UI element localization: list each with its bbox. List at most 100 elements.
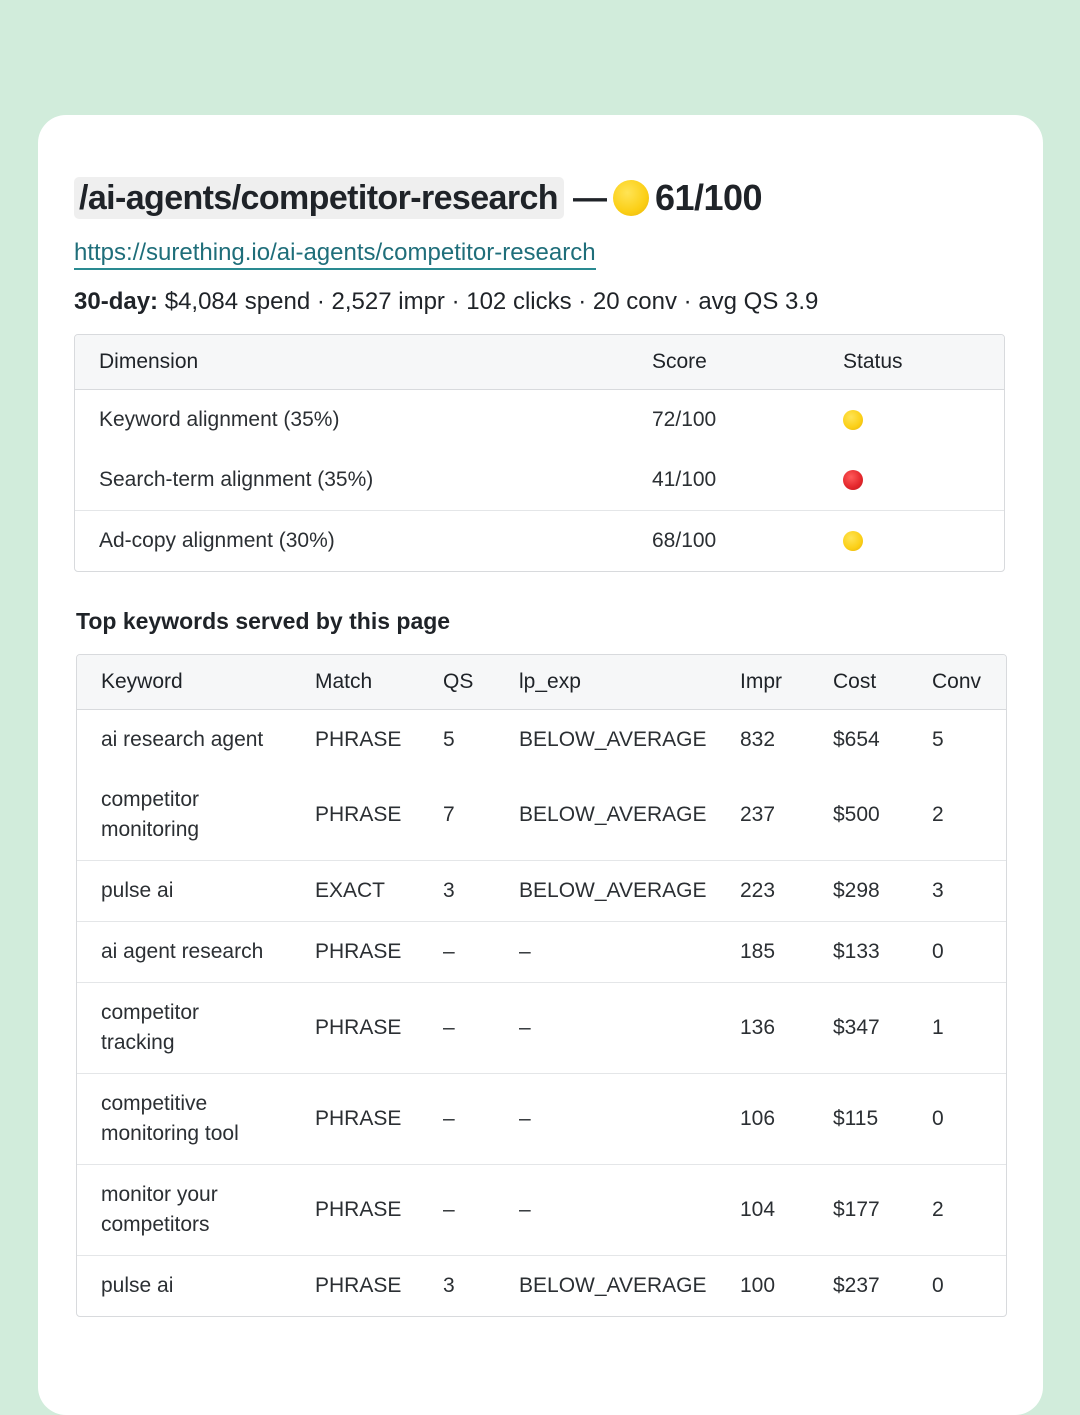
cost-cell: $500 — [833, 803, 880, 826]
impr-cell: 106 — [716, 1073, 809, 1165]
dimension-score: 72/100 — [628, 389, 819, 450]
column-header: Match — [291, 655, 419, 710]
dimension-table: Dimension Score Status Keyword alignment… — [74, 334, 1005, 572]
conv-cell: 3 — [908, 860, 1006, 922]
dimension-name: Keyword alignment (35%) — [75, 389, 628, 450]
qs-cell: 3 — [419, 860, 495, 922]
match-cell: PHRASE — [315, 803, 402, 826]
keyword-cell: pulse ai — [77, 860, 291, 922]
keyword-cell: monitor your competitors — [77, 1164, 291, 1256]
status-cell — [819, 510, 1004, 571]
yellow-circle-icon — [612, 180, 649, 216]
column-header: Cost — [809, 655, 908, 710]
table-row: ai agent research PHRASE – –185 $133 0 — [77, 921, 1006, 983]
column-header: Keyword — [77, 655, 291, 710]
impr-cell: 100 — [716, 1255, 809, 1316]
dimension-score: 68/100 — [628, 510, 819, 571]
column-header: Status — [819, 335, 1004, 390]
page-title: /ai-agents/competitor-research — 61/100 — [74, 176, 763, 220]
keywords-table: Keyword Match QS lp_exp Impr Cost Conv ai rese… — [76, 654, 1007, 1317]
cost-cell: $298 — [809, 860, 908, 922]
cost-cell: $654 — [809, 709, 908, 770]
table-row: pulse ai PHRASE 3 BELOW_AVERAGE 100 $237 0 — [77, 1255, 1006, 1316]
keyword-cell: competitor tracking — [77, 982, 291, 1074]
qs-cell: 7 — [443, 803, 455, 826]
match-cell: EXACT — [291, 860, 419, 922]
page-url-link[interactable]: https://surething.io/ai-agents/competito… — [74, 238, 596, 270]
lp-exp-cell: – — [495, 982, 716, 1074]
column-header: lp_exp — [495, 655, 716, 710]
conv-cell: 0 — [908, 1255, 1006, 1316]
keyword-cell: competitive monitoring tool — [77, 1073, 291, 1165]
table-header-row: Keyword Match QS lp_exp Impr Cost Conv — [77, 655, 1006, 710]
yellow-circle-icon — [843, 531, 863, 552]
cost-cell: $115 — [809, 1073, 908, 1165]
impr-cell: 237 — [740, 803, 776, 826]
lp-exp-cell: BELOW_AVERAGE — [519, 803, 707, 826]
cost-cell: $177 — [809, 1164, 908, 1256]
qs-cell: 5 — [419, 709, 495, 770]
conv-cell: 2 — [932, 803, 944, 826]
impr-cell: 223 — [716, 860, 809, 922]
table-row: Ad-copy alignment (30%) 68/100 — [75, 510, 1004, 571]
table-row: pulse ai EXACT 3 BELOW_AVERAGE 223 $298 3 — [77, 860, 1006, 922]
match-cell: PHRASE — [291, 1255, 419, 1316]
stats-label: 30-day: — [74, 288, 159, 315]
keyword-cell: pulse ai — [77, 1255, 291, 1316]
conv-cell: 0 — [908, 921, 1006, 983]
qs-cell: – — [419, 1164, 495, 1256]
conv-cell: 1 — [908, 982, 1006, 1074]
column-header: Dimension — [75, 335, 628, 390]
status-cell — [819, 389, 1004, 450]
red-circle-icon — [843, 470, 863, 491]
impr-cell: 185 — [716, 921, 809, 983]
table-row: competitive monitoring tool PHRASE – –106 $1… — [77, 1073, 1006, 1165]
conv-cell: 0 — [908, 1073, 1006, 1165]
lp-exp-cell: BELOW_AVERAGE — [495, 1255, 716, 1316]
cost-cell: $237 — [809, 1255, 908, 1316]
column-header: Impr — [716, 655, 809, 710]
table-row: competitor monitoring PHRASE 7 BELOW_AVERAG… — [77, 770, 1006, 861]
table-row: ai research agent PHRASE 5 BELOW_AVERAGE 832… — [77, 709, 1006, 770]
yellow-circle-icon — [843, 410, 863, 431]
lp-exp-cell: – — [495, 1073, 716, 1165]
column-header: QS — [419, 655, 495, 710]
table-row: Search-term alignment (35%) 41/100 — [75, 450, 1004, 511]
status-cell — [819, 450, 1004, 511]
page-path: /ai-agents/competitor-research — [74, 177, 564, 219]
table-row: Keyword alignment (35%) 72/100 — [75, 389, 1004, 450]
impr-cell: 832 — [716, 709, 809, 770]
dimension-name: Ad-copy alignment (30%) — [75, 510, 628, 571]
stats-text: $4,084 spend · 2,527 impr · 102 clicks ·… — [164, 288, 819, 315]
table-header-row: Dimension Score Status — [75, 335, 1004, 390]
qs-cell: – — [419, 982, 495, 1074]
title-separator: — — [572, 178, 607, 217]
table-row: monitor your competitors PHRASE – –104 $177 2 — [77, 1164, 1006, 1256]
qs-cell: 3 — [419, 1255, 495, 1316]
impr-cell: 104 — [716, 1164, 809, 1256]
dimension-name: Search-term alignment (35%) — [99, 468, 374, 491]
keyword-cell: competitor monitoring — [101, 788, 200, 841]
match-cell: PHRASE — [291, 709, 419, 770]
table-row: competitor tracking PHRASE – –136 $347 1 — [77, 982, 1006, 1074]
keyword-cell: ai research agent — [77, 709, 291, 770]
column-header: Score — [628, 335, 819, 390]
impr-cell: 136 — [716, 982, 809, 1074]
match-cell: PHRASE — [291, 982, 419, 1074]
match-cell: PHRASE — [291, 1073, 419, 1165]
qs-cell: – — [419, 921, 495, 983]
conv-cell: 5 — [908, 709, 1006, 770]
lp-exp-cell: – — [495, 1164, 716, 1256]
match-cell: PHRASE — [291, 1164, 419, 1256]
lp-exp-cell: BELOW_AVERAGE — [495, 860, 716, 922]
conv-cell: 2 — [908, 1164, 1006, 1256]
cost-cell: $347 — [809, 982, 908, 1074]
overall-score: 61/100 — [654, 177, 763, 218]
lp-exp-cell: BELOW_AVERAGE — [495, 709, 716, 770]
qs-cell: – — [419, 1073, 495, 1165]
keyword-cell: ai agent research — [77, 921, 291, 983]
column-header: Conv — [908, 655, 1006, 710]
lp-exp-cell: – — [495, 921, 716, 983]
stats-summary: 30-day: $4,084 spend · 2,527 impr · 102 … — [74, 288, 818, 316]
dimension-score: 41/100 — [652, 468, 717, 491]
